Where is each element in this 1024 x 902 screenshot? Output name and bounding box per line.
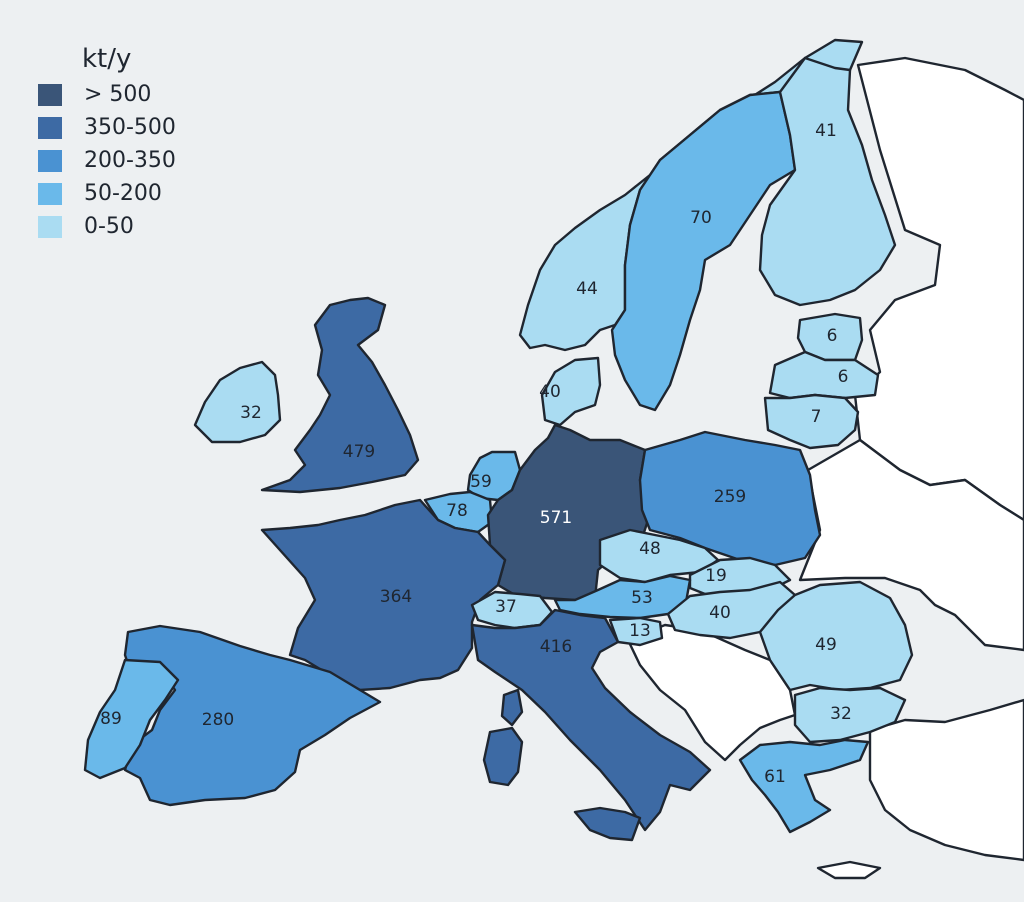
value-france: 364 [380,587,412,607]
legend-item: 0-50 [38,210,176,243]
value-slovakia: 19 [705,566,727,586]
legend-swatch [38,83,62,106]
value-austria: 53 [631,588,653,608]
legend-item: > 500 [38,78,176,111]
value-denmark: 40 [539,382,561,402]
region-denmark [540,356,602,427]
legend-swatch [38,149,62,172]
legend-item: 50-200 [38,177,176,210]
region-sardinia [482,726,524,787]
value-romania: 49 [815,635,837,655]
value-spain: 280 [202,710,234,730]
value-belgium: 78 [446,501,468,521]
legend-label: 350-500 [84,115,176,140]
legend-swatch [38,182,62,205]
region-spain [123,624,382,807]
russia-belarus-land [853,56,1024,522]
region-ireland [193,360,282,444]
legend-item: 200-350 [38,144,176,177]
region-italy [470,608,712,832]
region-lithuania [763,393,860,450]
value-finland: 41 [815,121,837,141]
legend-title: kt/y [82,44,132,74]
value-italy: 416 [540,637,572,657]
region-portugal [83,658,180,780]
value-bulgaria: 32 [830,704,852,724]
region-poland [638,430,822,567]
region-cyprus [816,860,882,880]
value-slovenia: 13 [629,621,651,641]
legend-swatch [38,215,62,238]
region-bulgaria [793,686,907,744]
value-switzerland: 37 [495,597,517,617]
region-corsica [500,688,524,727]
ukraine-moldova-land [798,438,1024,652]
value-hungary: 40 [709,603,731,623]
value-norway: 44 [576,279,598,299]
legend-item: 350-500 [38,111,176,144]
value-sweden: 70 [690,208,712,228]
legend-label: 0-50 [84,214,134,239]
legend-label: 50-200 [84,181,162,206]
region-greece [738,738,870,834]
balkans-land [626,623,797,762]
region-latvia [768,350,880,400]
value-germany: 571 [540,508,572,528]
turkey-land [868,698,1024,862]
value-labels: 571 479 416 364 280 259 89 78 70 61 59 5… [100,121,852,787]
value-netherlands: 59 [470,472,492,492]
legend-label: > 500 [84,82,152,107]
value-czechia: 48 [639,539,661,559]
value-uk: 479 [343,442,375,462]
region-sicily [573,806,642,842]
value-ireland: 32 [240,403,262,423]
legend-label: 200-350 [84,148,176,173]
legend-swatch [38,116,62,139]
value-greece: 61 [764,767,786,787]
region-romania [758,580,914,692]
region-uk [260,296,420,494]
value-lithuania: 7 [811,407,822,427]
value-latvia: 6 [838,367,849,387]
region-finland [758,56,897,307]
value-poland: 259 [714,487,746,507]
value-estonia: 6 [827,326,838,346]
region-sweden [610,90,797,412]
legend: kt/y > 500 350-500 200-350 50-200 0-50 [38,44,176,243]
value-portugal: 89 [100,709,122,729]
